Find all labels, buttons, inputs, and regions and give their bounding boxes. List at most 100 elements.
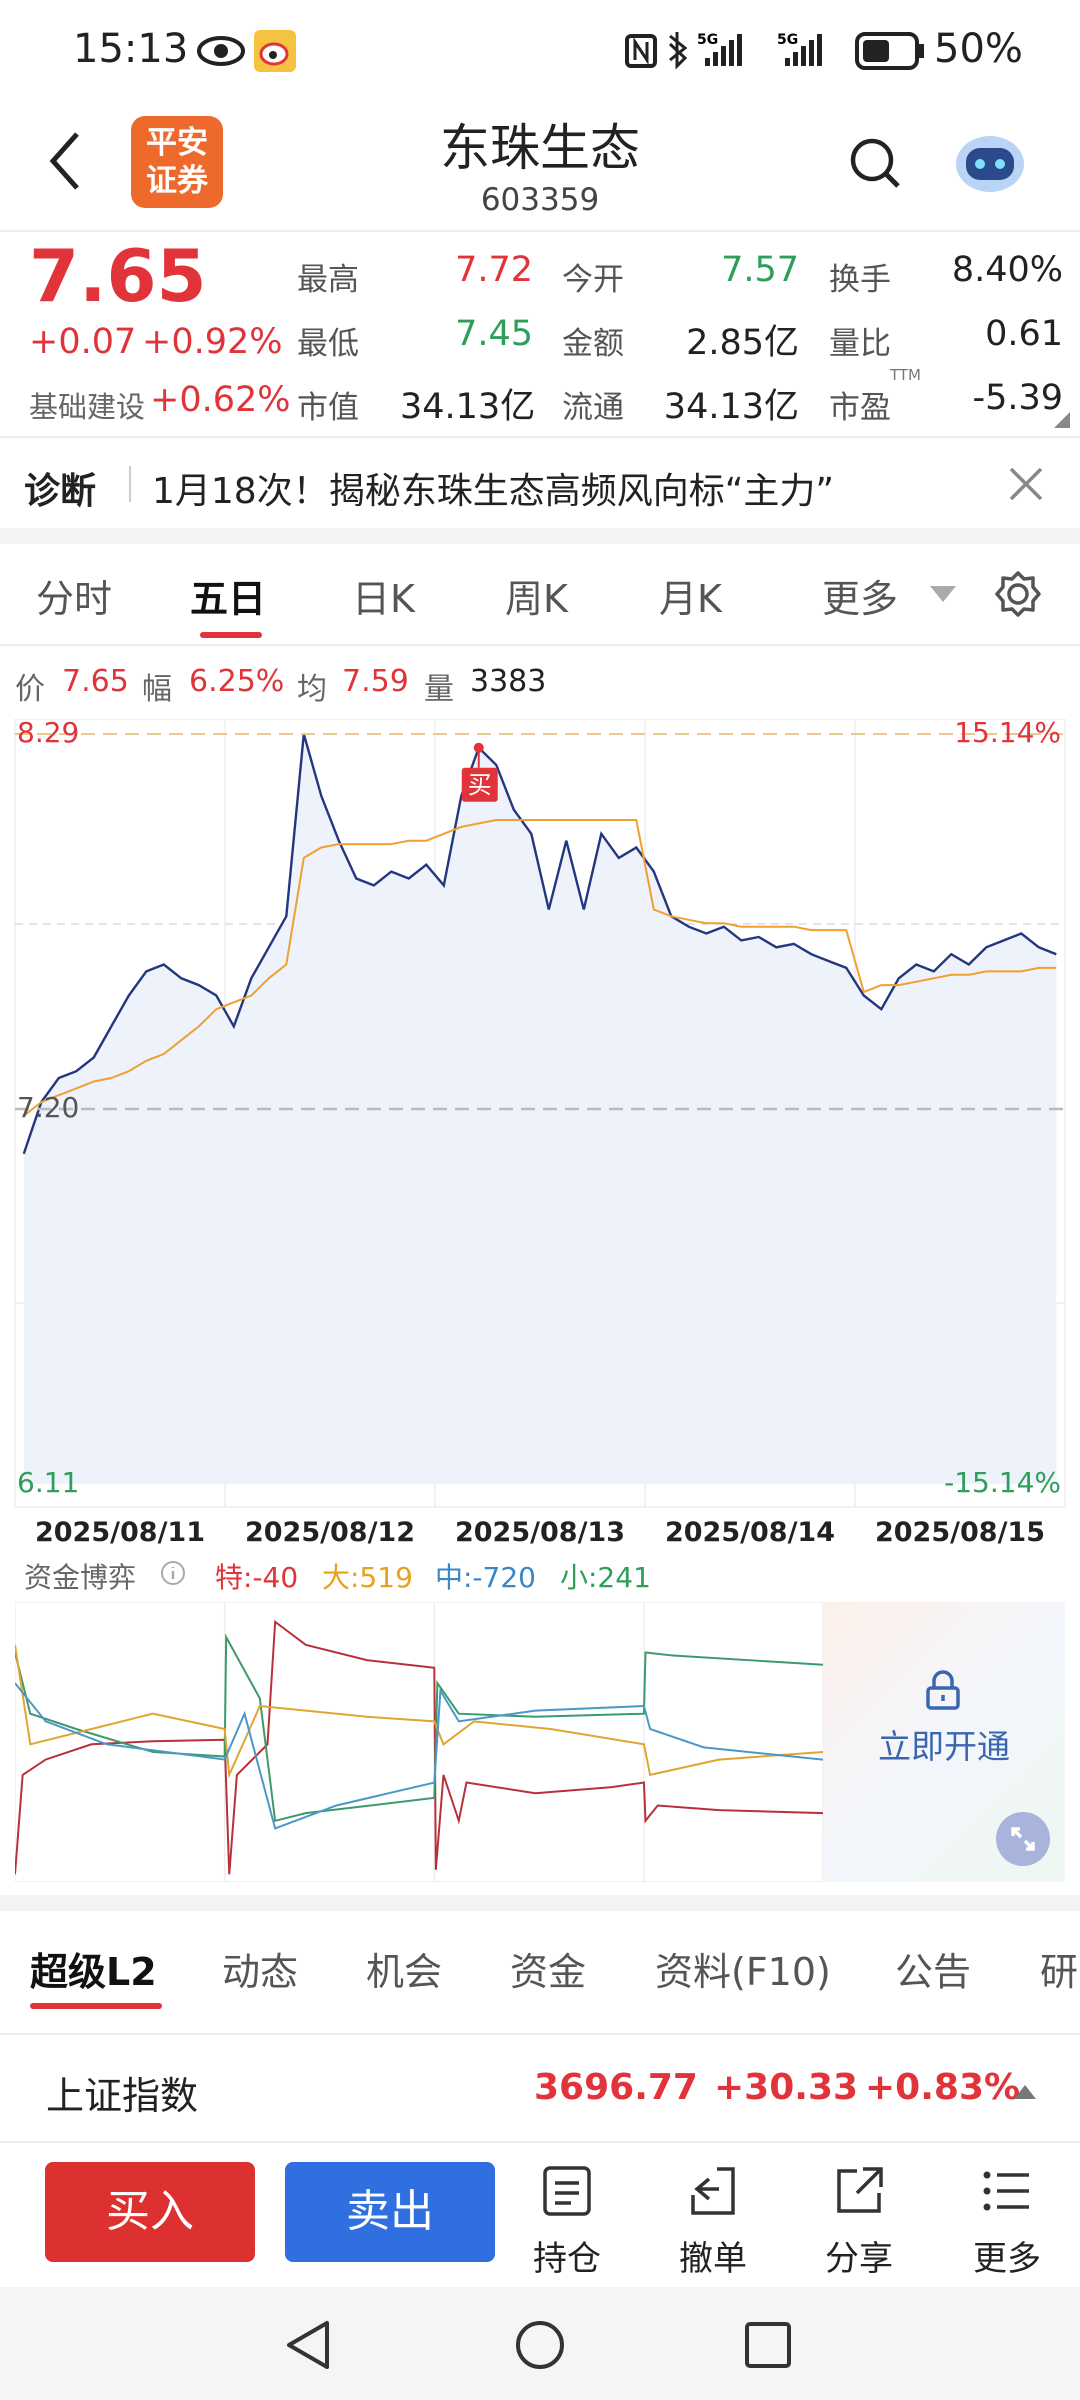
eye-icon (197, 36, 245, 66)
index-name: 上证指数 (46, 2074, 199, 2118)
close-button[interactable] (1008, 466, 1044, 502)
quote-panel: 7.65 +0.07 +0.92% 基础建设 +0.62% 最高 7.72 今开… (0, 232, 1080, 436)
fund-line-small (15, 1633, 823, 1823)
status-bar: 15:13 5G 5G 50% (0, 0, 1080, 100)
stat-value: 34.13亿 (663, 387, 799, 427)
battery-level: 50% (934, 26, 1023, 72)
diagnosis-bar[interactable]: 诊断 1月18次！揭秘东珠生态高频风向标“主力” (0, 438, 1080, 528)
header: 平安 证券 东珠生态 603359 (0, 100, 1080, 230)
nav-recent[interactable] (744, 2321, 792, 2369)
info-tab[interactable]: 研 (1040, 1950, 1079, 1994)
last-price: 7.65 (29, 234, 207, 318)
fund-flow-header: 资金博弈 特:-40 大:519 中:-720 小:241 (0, 1556, 1080, 1600)
holdings-icon (543, 2166, 591, 2216)
stat-value: 7.57 (721, 250, 799, 290)
dropdown-arrow (930, 586, 956, 602)
unlock-text: 立即开通 (878, 1727, 1010, 1766)
buy-badge (461, 767, 498, 802)
x-tick-label: 2025/08/11 (35, 1517, 205, 1548)
corner-mark (1054, 412, 1070, 428)
sector-name: 基础建设 (29, 390, 146, 424)
fund-flow-item: 小:241 (560, 1561, 651, 1594)
info-label: 幅 (142, 672, 172, 707)
stat-label: 换手 (829, 262, 891, 298)
info-tab[interactable]: 机会 (366, 1950, 443, 1994)
divider (0, 2033, 1080, 2035)
stat-value: -5.39 (972, 378, 1063, 418)
period-tab[interactable]: 周K (505, 577, 568, 621)
price-change-pct: +0.92% (142, 322, 283, 362)
separator (129, 466, 131, 502)
stat-value: 7.72 (455, 250, 533, 290)
stat-value: 0.61 (985, 314, 1063, 354)
expand-arrow (1014, 2085, 1036, 2099)
buy-button[interactable]: 买入 (45, 2162, 255, 2262)
nav-home[interactable] (514, 2319, 566, 2371)
divider (0, 230, 1080, 232)
stat-label: 市盈 (829, 390, 891, 426)
stock-code: 603359 (480, 182, 600, 218)
period-tab[interactable]: 日K (352, 577, 415, 621)
info-value: 7.65 (62, 664, 129, 699)
average-line (23, 819, 1057, 1117)
stat-value: 2.85亿 (686, 323, 799, 363)
period-tab[interactable]: 更多 (822, 577, 899, 621)
diagnosis-label: 诊断 (24, 471, 97, 512)
info-icon[interactable] (160, 1560, 186, 1586)
chart-info: 价 7.65 幅 6.25% 均 7.59 量 3383 (0, 664, 1080, 708)
price-change: +0.07 (29, 322, 137, 362)
index-value: 3696.77 (534, 2067, 698, 2108)
broker-logo-line: 证券 (146, 163, 208, 199)
x-tick-label: 2025/08/12 (245, 1517, 415, 1548)
info-tab-active[interactable]: 超级L2 (30, 1950, 157, 1994)
stat-label: 最高 (297, 262, 359, 298)
index-change-pct: +0.83% (865, 2067, 1021, 2108)
period-tabs: 分时 五日 日K 周K 月K 更多 (0, 544, 1080, 644)
svg-text:5G: 5G (697, 32, 718, 48)
assistant-avatar[interactable] (950, 126, 1030, 196)
back-button[interactable] (45, 130, 85, 192)
period-tab[interactable]: 月K (659, 577, 722, 621)
locked-overlay[interactable]: 立即开通 (823, 1602, 1065, 1882)
tool-label[interactable]: 分享 (825, 2239, 893, 2279)
tool-label[interactable]: 撤单 (679, 2239, 747, 2279)
tool-label[interactable]: 持仓 (533, 2239, 601, 2279)
x-tick-label: 2025/08/13 (455, 1517, 625, 1548)
info-tab[interactable]: 资料(F10) (655, 1950, 831, 1994)
x-tick-label: 2025/08/15 (875, 1517, 1045, 1548)
settings-button[interactable] (994, 570, 1042, 618)
stat-label: 金额 (562, 326, 624, 362)
y-tick-label: 8.29 (17, 719, 79, 749)
divider (0, 436, 1080, 438)
buy-point (473, 742, 484, 753)
y-tick-label: 6.11 (17, 1466, 79, 1499)
info-tab[interactable]: 资金 (510, 1950, 587, 1994)
period-tab-active[interactable]: 五日 (190, 577, 267, 621)
info-tab[interactable]: 公告 (895, 1950, 972, 1994)
index-row[interactable]: 上证指数 3696.77 +30.33 +0.83% (0, 2035, 1080, 2141)
tool-label[interactable]: 更多 (973, 2239, 1041, 2279)
expand-button[interactable] (996, 1812, 1050, 1866)
info-label: 量 (424, 672, 454, 707)
search-button[interactable] (848, 136, 904, 192)
spacer (0, 1895, 1080, 1911)
stat-value: 7.45 (455, 314, 533, 354)
sell-button[interactable]: 卖出 (285, 2162, 495, 2262)
broker-logo: 平安 证券 (131, 116, 223, 208)
status-time: 15:13 (73, 26, 189, 72)
fund-line-super (15, 1619, 823, 1875)
info-value: 3383 (470, 664, 547, 699)
nav-back[interactable] (283, 2319, 333, 2371)
svg-text:5G: 5G (777, 32, 798, 48)
y2-tick-label: 15.14% (954, 719, 1061, 749)
period-tab[interactable]: 分时 (36, 577, 113, 621)
weibo-icon (254, 30, 296, 72)
fund-line-large (15, 1644, 823, 1779)
stat-label: 市值 (297, 390, 359, 426)
info-value: 7.59 (342, 664, 409, 699)
info-tab[interactable]: 动态 (222, 1950, 299, 1994)
fund-flow-item: 特:-40 (215, 1561, 299, 1594)
buy-label: 买 (468, 771, 492, 799)
stat-value: 8.40% (951, 250, 1063, 290)
